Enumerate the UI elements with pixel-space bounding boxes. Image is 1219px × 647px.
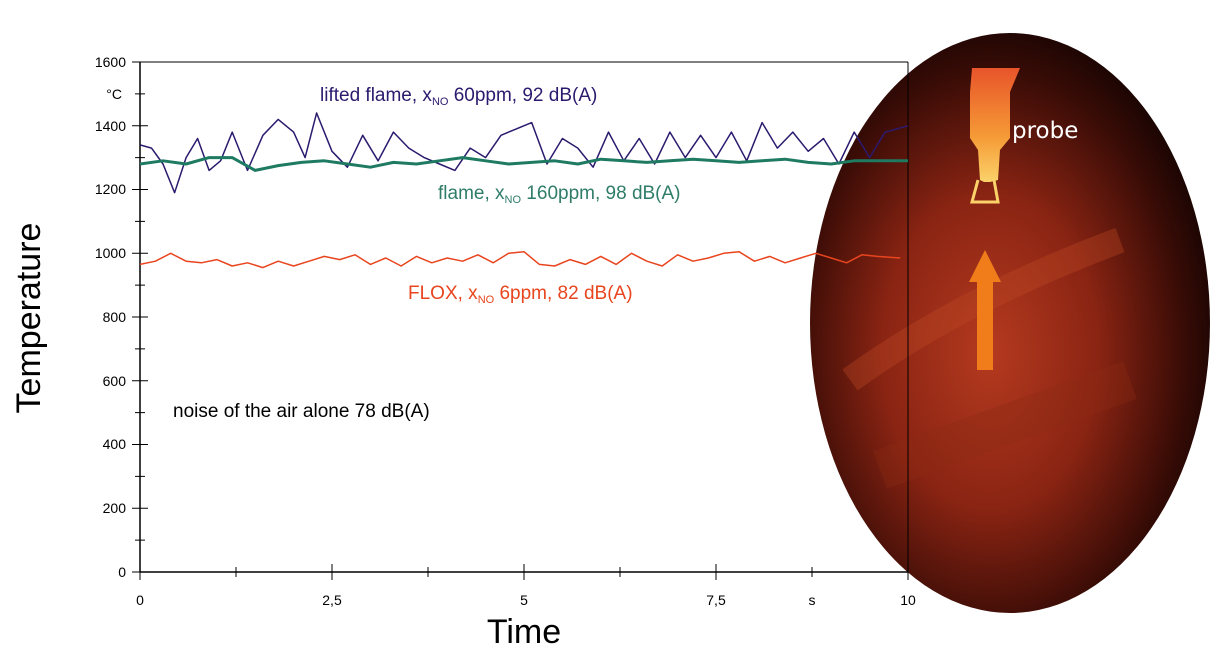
photo-streak: [842, 227, 1125, 391]
x-tick-label: 7,5: [706, 592, 726, 608]
series-label-flox: FLOX, xNO 6ppm, 82 dB(A): [408, 283, 633, 306]
axis-ticks: [132, 61, 909, 580]
series-label-flame: flame, xNO 160ppm, 98 dB(A): [438, 183, 681, 206]
y-tick-labels: 0 200 400 600 800 1000 1200 1400 1600 °C: [95, 54, 126, 580]
y-tick-label: 200: [103, 500, 127, 516]
y-axis-title: Temperature: [10, 223, 48, 414]
y-tick-label: 1400: [95, 118, 126, 134]
y-tick-label: 600: [103, 373, 127, 389]
x-tick-label: 2,5: [322, 592, 342, 608]
photo-ellipse: [810, 33, 1210, 613]
series-label-lifted: lifted flame, xNO 60ppm, 92 dB(A): [320, 85, 597, 108]
y-tick-label: 1000: [95, 245, 126, 261]
probe-icon: [970, 68, 1020, 204]
probe-label: probe: [1012, 118, 1078, 144]
y-tick-label: 400: [103, 436, 127, 452]
x-unit-label: s: [809, 592, 816, 608]
x-axis-title: Time: [487, 613, 561, 647]
x-tick-label: 5: [520, 592, 528, 608]
x-tick-label: 10: [900, 592, 916, 608]
x-tick-label: 0: [136, 592, 144, 608]
series-line-lifted: [139, 112, 909, 194]
y-tick-label: 800: [103, 309, 127, 325]
x-tick-labels: 0 2,5 5 7,5 10 s: [136, 592, 916, 608]
noise-annotation: noise of the air alone 78 dB(A): [173, 401, 430, 422]
series-line-flame: [139, 156, 908, 172]
series-line-flox: [139, 250, 901, 269]
series-lines: [139, 112, 909, 269]
y-unit-label: °C: [106, 86, 122, 102]
flame-photo: probe: [810, 33, 1210, 613]
y-tick-label: 1200: [95, 181, 126, 197]
photo-streak: [873, 361, 1137, 489]
up-arrow-icon: [969, 250, 1001, 370]
y-tick-label: 0: [118, 564, 126, 580]
y-tick-label: 1600: [95, 54, 126, 70]
